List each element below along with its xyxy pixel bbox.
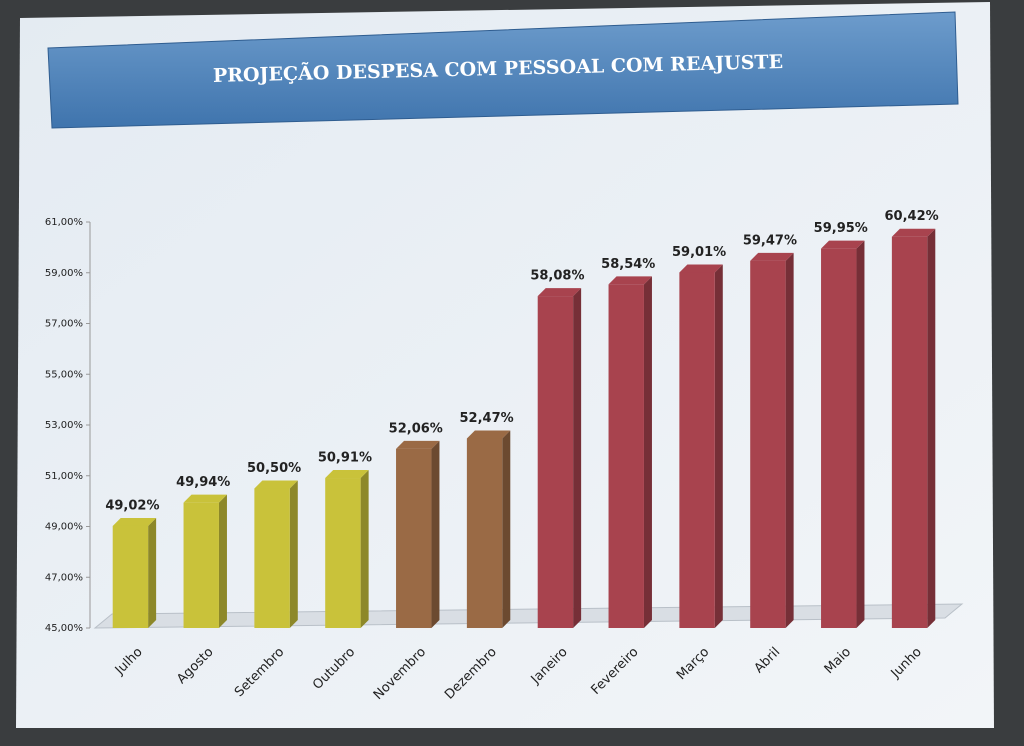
bar [891, 236, 928, 628]
bar-top [750, 252, 794, 261]
data-label: 52,47% [460, 411, 514, 426]
bar-top [891, 228, 936, 237]
title-banner [47, 11, 959, 129]
bar [325, 478, 361, 628]
bar-top [537, 288, 582, 297]
data-label: 49,94% [176, 475, 230, 490]
bar [396, 448, 432, 628]
bar-side [360, 470, 369, 628]
bar [466, 438, 503, 628]
bar [112, 525, 149, 628]
bar-side [714, 264, 723, 628]
bar-top [679, 264, 723, 273]
bar [750, 260, 786, 628]
data-label: 50,91% [318, 451, 372, 466]
y-tick-label: 59,00% [45, 268, 83, 279]
data-label: 58,08% [530, 269, 584, 284]
y-tick-label: 55,00% [45, 369, 83, 380]
bar-side [218, 494, 227, 628]
bar-side [289, 480, 298, 628]
y-tick-label: 61,00% [45, 217, 83, 228]
y-tick-label: 47,00% [45, 572, 83, 583]
data-label: 58,54% [601, 257, 655, 272]
bar-side [785, 252, 794, 629]
data-label: 50,50% [247, 461, 301, 476]
data-label: 59,01% [672, 245, 726, 260]
bar [821, 248, 857, 629]
data-label: 59,95% [814, 221, 868, 236]
bar-top [325, 470, 369, 479]
bar-side [643, 276, 652, 628]
bar [608, 284, 644, 628]
data-label: 49,02% [105, 498, 159, 513]
bar [679, 272, 715, 628]
bar [254, 488, 290, 628]
bar-side [502, 430, 511, 628]
bar-top [608, 276, 652, 285]
bar-top [396, 440, 440, 449]
bar-side [573, 288, 582, 628]
bar [537, 296, 574, 628]
y-tick-label: 45,00% [45, 623, 83, 634]
bar-top [254, 480, 298, 489]
bar-side [856, 240, 865, 629]
bar-top [112, 517, 157, 526]
y-tick-label: 53,00% [45, 420, 83, 431]
floor [93, 603, 964, 629]
bar-top [183, 494, 227, 503]
data-label: 60,42% [885, 209, 939, 224]
y-tick-label: 51,00% [45, 471, 83, 482]
y-tick-label: 57,00% [45, 319, 83, 330]
bar-top [466, 430, 511, 439]
y-tick-label: 49,00% [45, 522, 83, 533]
data-label: 52,06% [389, 421, 443, 436]
bar-top [821, 240, 865, 249]
bar [183, 502, 219, 628]
bar-side [431, 440, 440, 628]
bar-side [148, 517, 157, 628]
bar-side [927, 228, 936, 628]
data-label: 59,47% [743, 233, 797, 248]
